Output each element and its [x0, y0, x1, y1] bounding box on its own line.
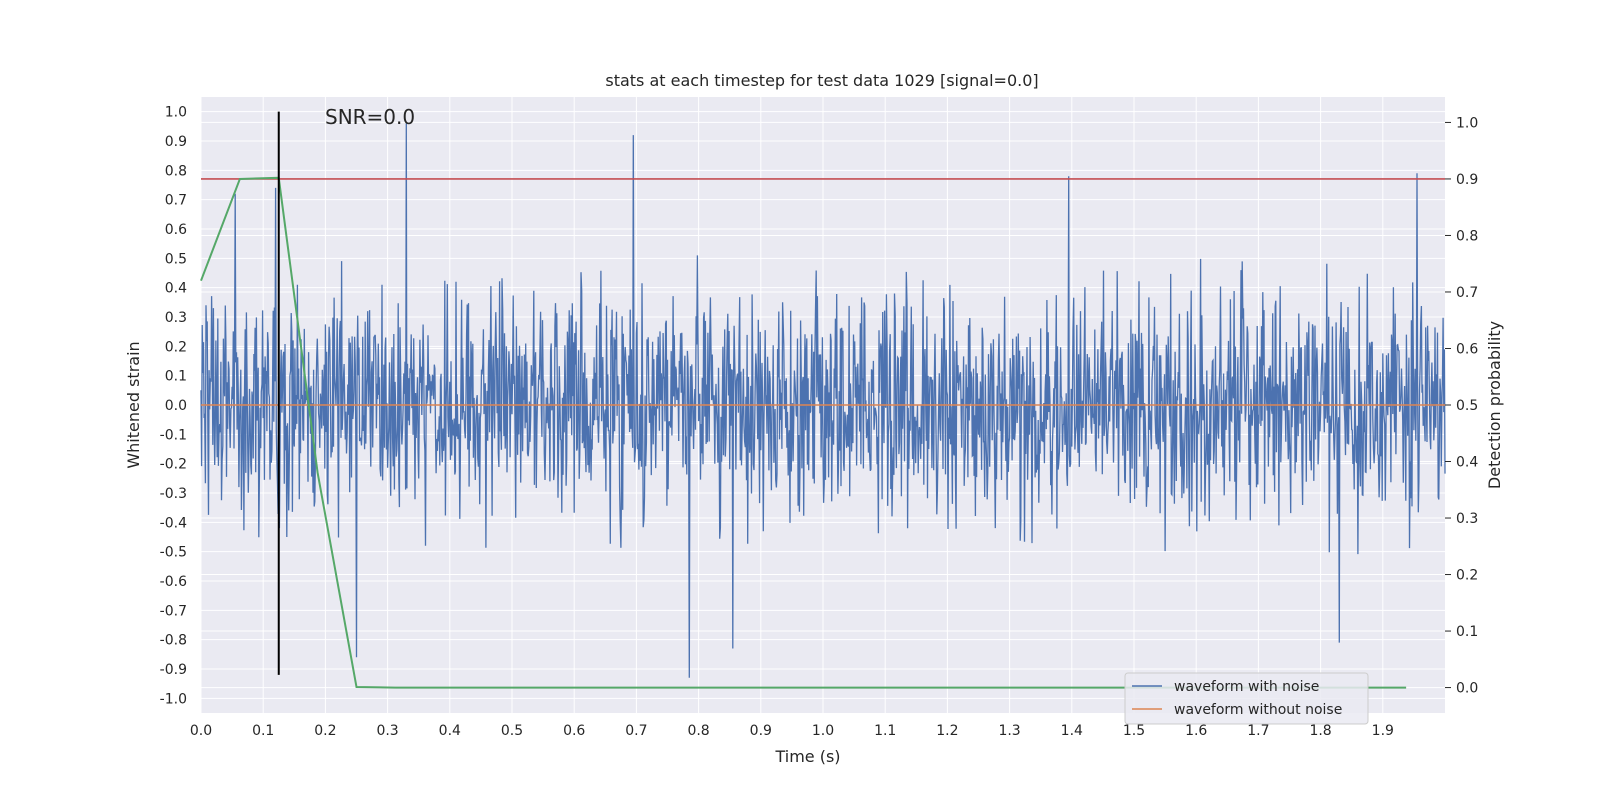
legend-box [1124, 672, 1369, 725]
y2-tick-label: 1.0 [1456, 115, 1478, 131]
y2-tick-label: 0.8 [1456, 228, 1478, 244]
y-tick-label: -1.0 [160, 691, 187, 707]
y-tick-label: -0.5 [160, 545, 187, 561]
x-axis-label: Time (s) [774, 747, 840, 766]
y2-tick-label: 0.3 [1456, 511, 1478, 527]
y2-axis-ticks: 1.0 0.9 0.8 0.7 0.6 0.5 0.4 0.3 0.2 0.1 0.0 [1445, 115, 1478, 697]
y-axis-ticks: 1.0 0.9 0.8 0.7 0.6 0.5 0.4 0.3 0.2 0.1 0.0 -0.1 -0.… [160, 105, 187, 708]
x-tick-label: 1.9 [1372, 723, 1394, 739]
y-tick-label: -0.2 [160, 457, 187, 473]
y2-tick-label: 0.4 [1456, 455, 1478, 471]
y-tick-label: 0.1 [165, 369, 187, 385]
y2-axis-label: Detection probability [1485, 321, 1504, 489]
y-tick-label: 0.3 [165, 310, 187, 326]
y-tick-label: -0.7 [160, 603, 187, 619]
detection-probability-line [200, 176, 1407, 689]
x-tick-label: 0.7 [625, 723, 647, 739]
y-tick-label: 0.8 [165, 163, 187, 179]
x-tick-label: 0.4 [439, 723, 461, 739]
y-tick-label: 0.7 [165, 193, 187, 209]
y-tick-label: 1.0 [165, 105, 187, 121]
chart-title: stats at each timestep for test data 102… [605, 71, 1038, 90]
x-tick-label: 0.3 [376, 723, 398, 739]
x-tick-label: 1.4 [1061, 723, 1083, 739]
y-tick-label: 0.0 [165, 398, 187, 414]
legend-label-waveform-with-noise: waveform with noise [1174, 679, 1319, 695]
x-tick-label: 1.3 [998, 723, 1020, 739]
x-tick-label: 0.6 [563, 723, 585, 739]
y-tick-label: -0.9 [160, 662, 187, 678]
y2-tick-label: 0.0 [1456, 681, 1478, 697]
x-tick-label: 1.2 [936, 723, 958, 739]
y-axis-label: Whitened strain [124, 341, 143, 468]
y-tick-label: 0.2 [165, 339, 187, 355]
y2-tick-label: 0.1 [1456, 624, 1478, 640]
x-tick-label: 1.1 [874, 723, 896, 739]
x-tick-label: 0.9 [750, 723, 772, 739]
x-tick-label: 1.6 [1185, 723, 1207, 739]
series-detection-probability [200, 176, 1407, 689]
y-tick-label: -0.8 [160, 633, 187, 649]
legend-label-waveform-without-noise: waveform without noise [1174, 702, 1342, 718]
y-tick-label: 0.5 [165, 251, 187, 267]
y2-tick-label: 0.5 [1456, 398, 1478, 414]
x-tick-label: 0.8 [687, 723, 709, 739]
x-tick-label: 0.2 [314, 723, 336, 739]
x-tick-label: 1.7 [1247, 723, 1269, 739]
y-tick-label: -0.4 [160, 515, 187, 531]
y2-tick-label: 0.9 [1456, 172, 1478, 188]
y2-tick-label: 0.2 [1456, 568, 1478, 584]
legend: waveform with noise waveform without noi… [1124, 672, 1369, 725]
y2-tick-label: 0.6 [1456, 341, 1478, 357]
y2-tick-label: 0.7 [1456, 285, 1478, 301]
series-waveform-with-noise [200, 123, 1446, 678]
y-tick-label: 0.4 [165, 281, 187, 297]
y-tick-label: 0.6 [165, 222, 187, 238]
x-axis-ticks: 0.0 0.1 0.2 0.3 0.4 0.5 0.6 0.7 0.8 0.9 1.0 1.1 1.2 1… [190, 723, 1394, 739]
y-tick-label: -0.3 [160, 486, 187, 502]
y-tick-label: 0.9 [165, 134, 187, 150]
x-tick-label: 0.1 [252, 723, 274, 739]
x-tick-label: 1.8 [1309, 723, 1331, 739]
y-tick-label: -0.1 [160, 427, 187, 443]
x-tick-label: 0.5 [501, 723, 523, 739]
snr-annotation: SNR=0.0 [325, 105, 415, 129]
x-tick-label: 1.5 [1123, 723, 1145, 739]
y-tick-label: -0.6 [160, 574, 187, 590]
x-tick-label: 1.0 [812, 723, 834, 739]
x-tick-label: 0.0 [190, 723, 212, 739]
waveform-with-noise-line [200, 123, 1446, 678]
